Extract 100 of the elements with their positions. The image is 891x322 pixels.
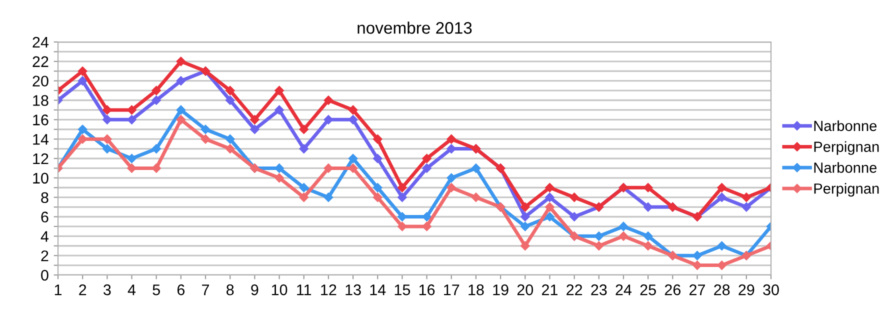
point bbox=[176, 56, 186, 66]
y-tick-label: 4 bbox=[40, 231, 49, 242]
point bbox=[250, 115, 260, 124]
x-tick-label: 24 bbox=[616, 284, 632, 296]
point bbox=[152, 96, 161, 105]
point bbox=[570, 212, 579, 222]
point bbox=[372, 134, 382, 144]
point bbox=[520, 202, 530, 212]
point bbox=[520, 212, 530, 222]
point bbox=[717, 192, 726, 202]
point bbox=[594, 232, 604, 241]
point bbox=[200, 134, 210, 144]
x-tick-label: 3 bbox=[104, 284, 111, 296]
chart-title: novembre 2013 bbox=[358, 22, 472, 34]
x-tick-label: 2 bbox=[79, 284, 86, 296]
legend-label: Perpignan bbox=[814, 183, 879, 197]
point bbox=[717, 183, 726, 192]
point bbox=[422, 222, 432, 232]
point bbox=[176, 115, 186, 124]
point bbox=[78, 76, 88, 86]
y-tick-label: 6 bbox=[41, 212, 48, 222]
point bbox=[274, 86, 284, 96]
point bbox=[570, 192, 579, 202]
point bbox=[299, 144, 308, 154]
y-tick-label: 10 bbox=[33, 172, 48, 184]
x-tick-label: 25 bbox=[640, 284, 656, 296]
point bbox=[643, 183, 653, 192]
legend-label: Perpignan bbox=[814, 141, 879, 155]
point bbox=[200, 124, 210, 134]
point bbox=[274, 105, 284, 115]
point bbox=[422, 154, 432, 164]
point bbox=[643, 202, 653, 212]
x-tick-label: 10 bbox=[272, 284, 288, 296]
y-tick-label: 20 bbox=[32, 76, 48, 87]
x-tick-label: 12 bbox=[321, 284, 336, 296]
x-tick-label: 1 bbox=[54, 284, 62, 296]
legend-label: Narbonne bbox=[814, 120, 877, 132]
point bbox=[692, 250, 702, 260]
x-tick-label: 21 bbox=[542, 284, 558, 296]
point bbox=[372, 183, 382, 192]
x-tick-label: 14 bbox=[370, 284, 386, 296]
point bbox=[127, 105, 136, 115]
point bbox=[520, 241, 530, 250]
point bbox=[324, 96, 334, 105]
point bbox=[348, 164, 358, 173]
point bbox=[152, 86, 161, 96]
point bbox=[274, 173, 284, 183]
point bbox=[102, 144, 112, 154]
point bbox=[471, 164, 481, 173]
y-tick-label: 12 bbox=[33, 153, 48, 164]
y-tick-label: 18 bbox=[33, 95, 48, 106]
point bbox=[446, 173, 456, 183]
x-tick-label: 7 bbox=[202, 284, 209, 296]
point bbox=[225, 144, 235, 154]
point bbox=[372, 192, 382, 202]
x-tick-label: 26 bbox=[664, 284, 680, 296]
x-tick-label: 4 bbox=[128, 284, 136, 296]
point bbox=[348, 105, 358, 115]
point bbox=[348, 115, 358, 124]
point bbox=[545, 202, 554, 212]
x-tick-label: 18 bbox=[468, 284, 484, 296]
point bbox=[78, 66, 88, 76]
y-tick-label: 24 bbox=[32, 36, 49, 48]
point bbox=[643, 232, 653, 241]
point bbox=[717, 241, 726, 250]
x-tick-label: 22 bbox=[566, 284, 582, 296]
point bbox=[225, 96, 235, 105]
y-tick-label: 16 bbox=[33, 114, 48, 126]
point bbox=[742, 192, 752, 202]
x-tick-label: 13 bbox=[346, 284, 361, 296]
point bbox=[446, 183, 456, 192]
point bbox=[545, 183, 554, 192]
x-tick-label: 29 bbox=[738, 284, 754, 296]
x-tick-label: 27 bbox=[690, 284, 705, 296]
y-tick-label: 0 bbox=[41, 270, 48, 281]
legend-label: Narbonne bbox=[814, 162, 877, 173]
point bbox=[372, 154, 382, 164]
point bbox=[398, 183, 407, 192]
point bbox=[643, 241, 653, 250]
point bbox=[348, 154, 358, 164]
x-tick-label: 5 bbox=[152, 284, 160, 296]
point bbox=[520, 222, 530, 232]
point bbox=[742, 202, 752, 212]
x-tick-label: 20 bbox=[517, 284, 534, 296]
point bbox=[618, 222, 628, 232]
point bbox=[176, 76, 186, 86]
point bbox=[594, 241, 604, 250]
point bbox=[152, 144, 161, 154]
point bbox=[299, 183, 308, 192]
point bbox=[471, 192, 481, 202]
point bbox=[250, 124, 260, 134]
x-tick-label: 15 bbox=[394, 284, 410, 296]
y-tick-label: 2 bbox=[41, 250, 48, 262]
point bbox=[225, 86, 235, 96]
point bbox=[127, 115, 136, 124]
point bbox=[176, 105, 186, 115]
x-tick-label: 9 bbox=[251, 284, 258, 296]
point bbox=[446, 134, 456, 144]
point bbox=[398, 222, 407, 232]
point bbox=[225, 134, 235, 144]
